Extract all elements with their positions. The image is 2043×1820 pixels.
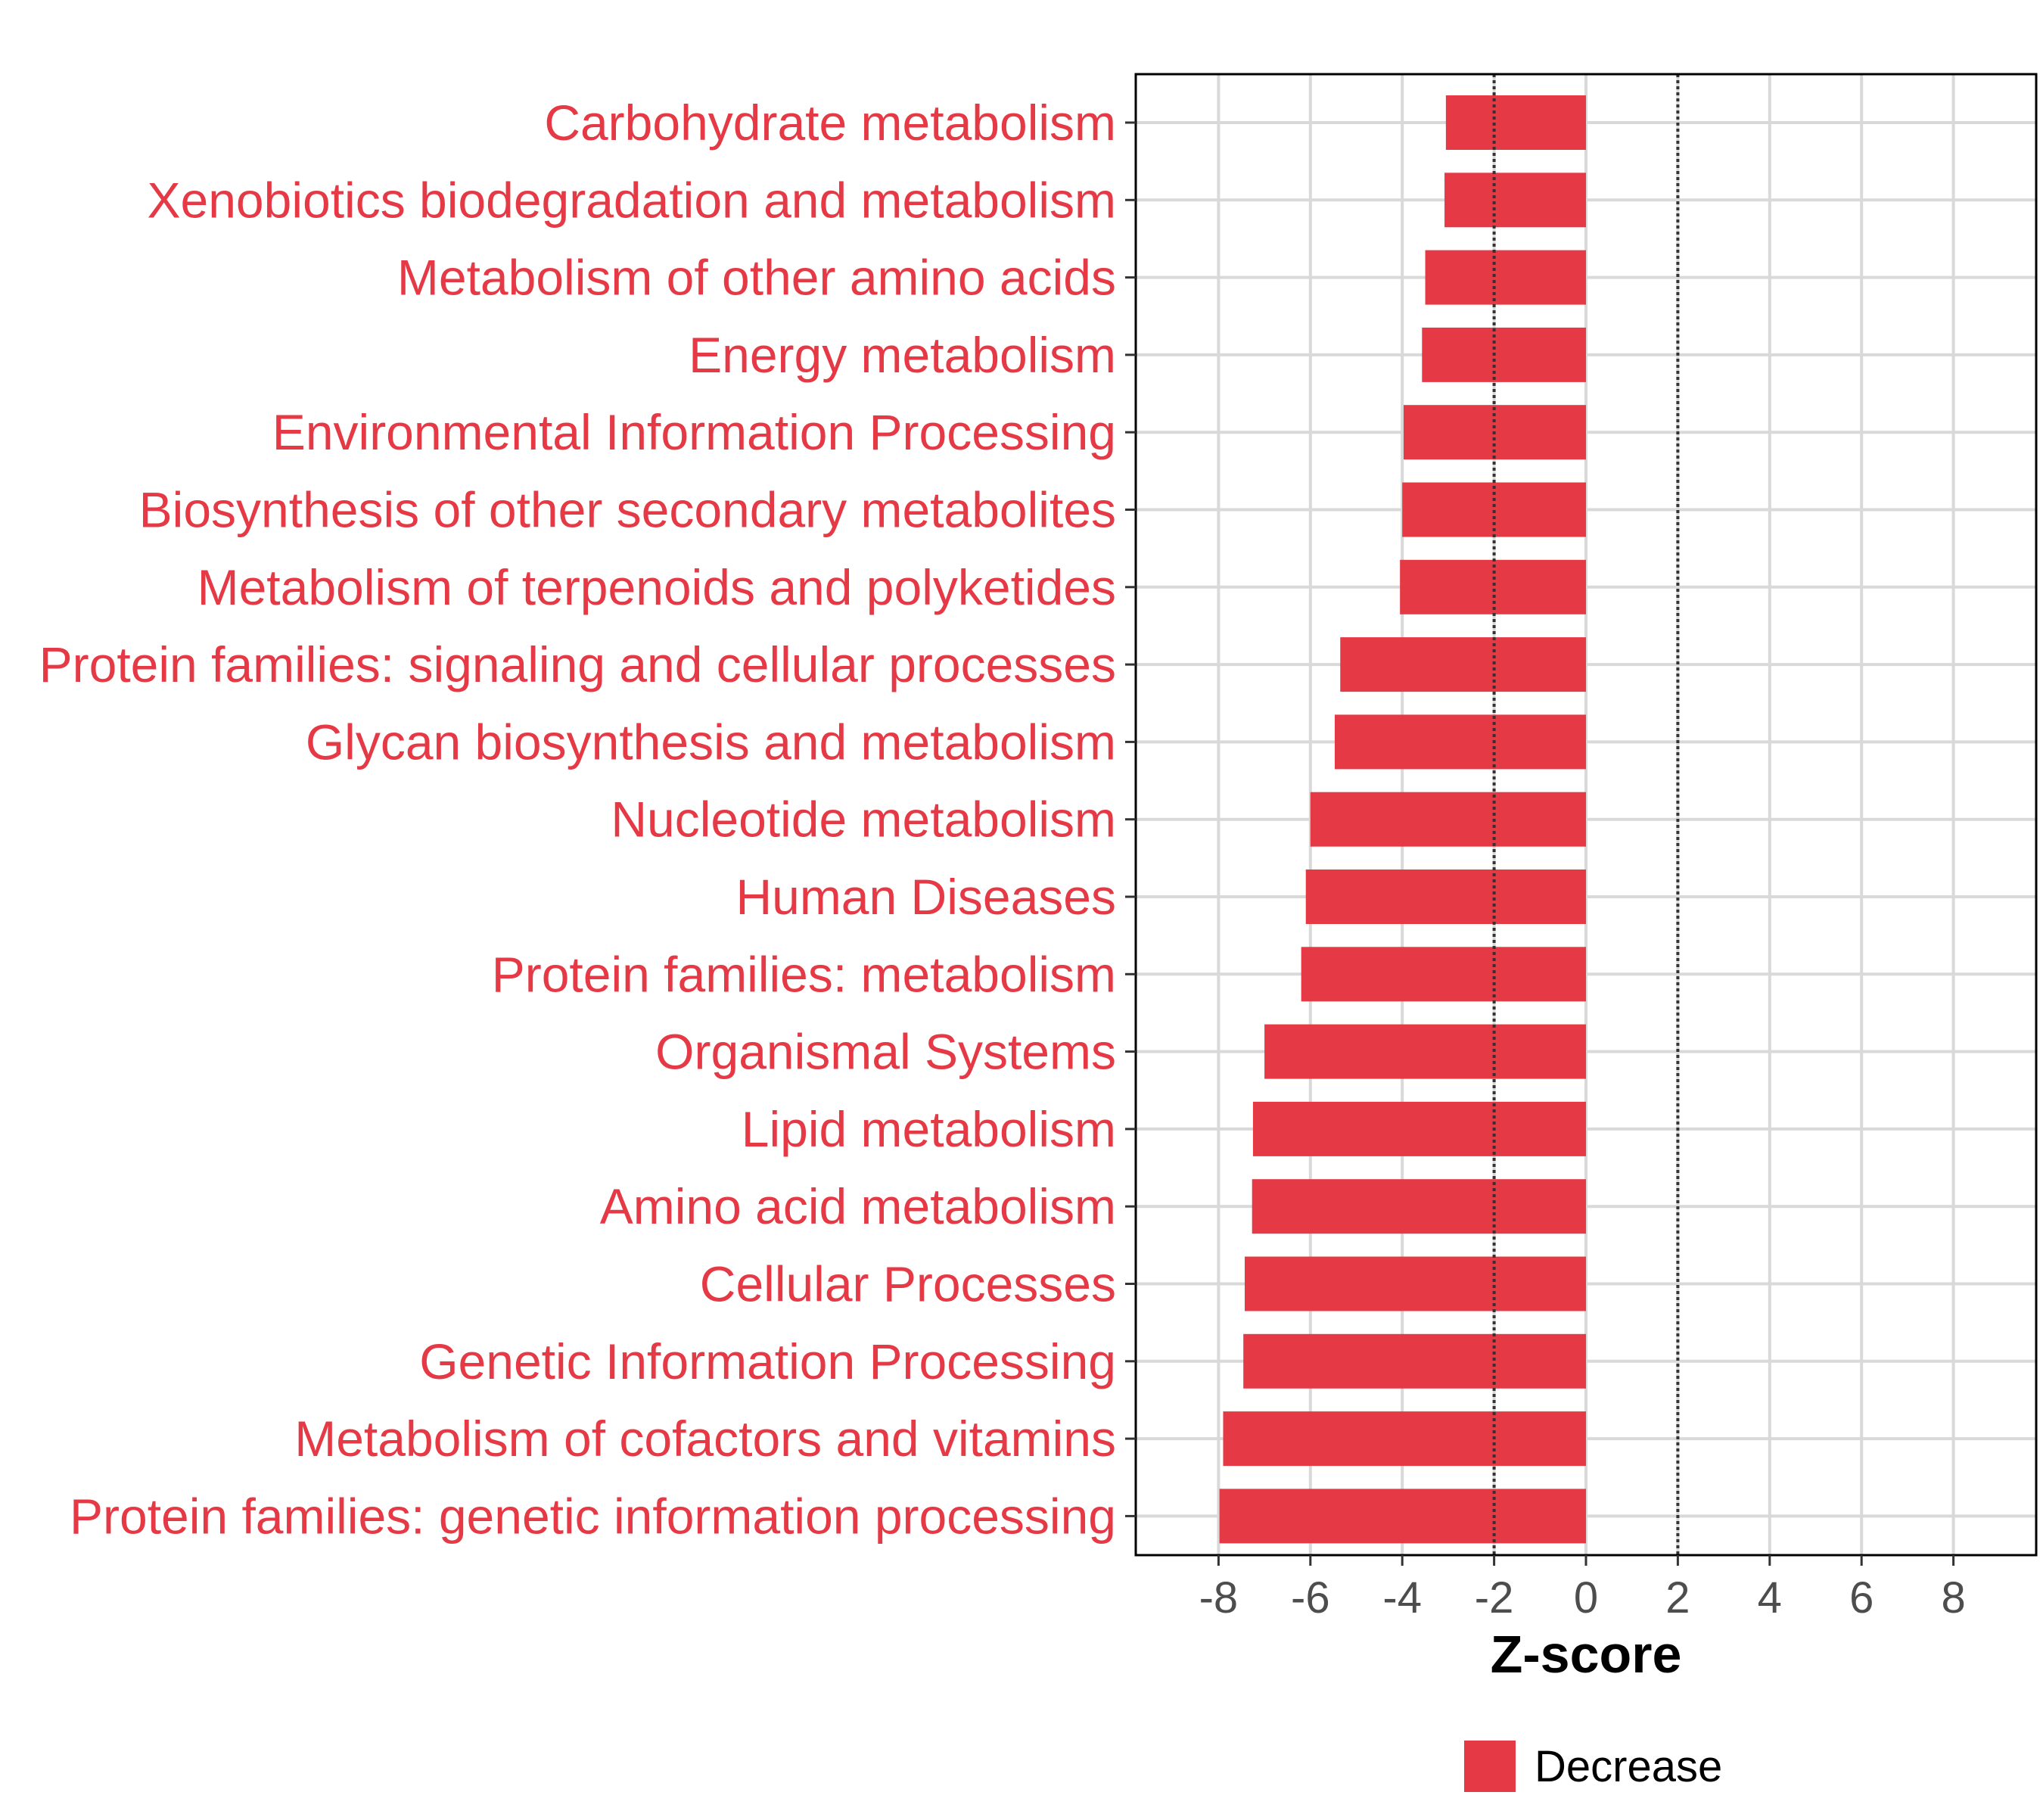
category-label: Carbohydrate metabolism: [544, 95, 1116, 151]
bar: [1422, 327, 1586, 382]
bar: [1425, 250, 1586, 305]
bar: [1444, 173, 1586, 228]
bar: [1340, 637, 1586, 692]
bar: [1243, 1333, 1586, 1389]
bar: [1334, 714, 1586, 770]
y-axis-ticks: [1125, 121, 1136, 1517]
x-tick-label: -4: [1382, 1573, 1422, 1622]
x-tick-label: -2: [1475, 1573, 1514, 1622]
bar: [1264, 1024, 1586, 1079]
bar: [1400, 559, 1586, 614]
category-label: Protein families: signaling and cellular…: [39, 636, 1116, 692]
x-tick-label: -8: [1199, 1573, 1239, 1622]
x-tick-label: 6: [1849, 1573, 1874, 1622]
x-tick-label: 4: [1758, 1573, 1782, 1622]
category-label: Nucleotide metabolism: [611, 792, 1116, 848]
legend-swatch-decrease: [1464, 1741, 1516, 1792]
category-label: Energy metabolism: [689, 327, 1116, 383]
x-axis-ticks: -8 -6 -4 -2 0 2 4 6 8: [1199, 1555, 1966, 1622]
category-label: Metabolism of other amino acids: [397, 250, 1116, 306]
category-label: Glycan biosynthesis and metabolism: [306, 714, 1116, 770]
category-label: Protein families: metabolism: [492, 946, 1116, 1002]
bar: [1402, 482, 1586, 537]
category-label: Genetic Information Processing: [419, 1333, 1116, 1389]
category-label: Cellular Processes: [700, 1256, 1116, 1312]
x-tick-label: 0: [1574, 1573, 1598, 1622]
reference-lines: [1492, 74, 1680, 1555]
bar: [1305, 870, 1586, 924]
bars: [1219, 95, 1586, 1544]
category-label: Xenobiotics biodegradation and metabolis…: [148, 172, 1117, 228]
x-tick-label: 8: [1941, 1573, 1965, 1622]
bar: [1301, 947, 1586, 1002]
bar: [1223, 1411, 1586, 1467]
bar: [1244, 1256, 1586, 1311]
x-tick-label: 2: [1665, 1573, 1690, 1622]
legend-label-decrease: Decrease: [1535, 1742, 1722, 1791]
category-label: Biosynthesis of other secondary metaboli…: [139, 482, 1116, 538]
bar: [1219, 1489, 1586, 1544]
category-label: Amino acid metabolism: [600, 1178, 1116, 1234]
y-axis-category-labels: Carbohydrate metabolism Xenobiotics biode…: [39, 95, 1116, 1544]
category-label: Metabolism of cofactors and vitamins: [294, 1411, 1116, 1467]
category-label: Human Diseases: [735, 869, 1116, 925]
bar: [1310, 792, 1586, 847]
category-label: Lipid metabolism: [742, 1101, 1116, 1157]
category-label: Metabolism of terpenoids and polyketides: [197, 559, 1116, 615]
bar: [1445, 95, 1586, 150]
category-label: Environmental Information Processing: [272, 404, 1116, 460]
x-tick-label: -6: [1291, 1573, 1330, 1622]
x-axis-title: Z-score: [1491, 1625, 1682, 1684]
bar: [1252, 1101, 1586, 1156]
bar: [1252, 1179, 1586, 1234]
category-label: Protein families: genetic information pr…: [70, 1488, 1116, 1544]
category-label: Organismal Systems: [655, 1024, 1116, 1080]
legend: Decrease: [1464, 1741, 1722, 1792]
